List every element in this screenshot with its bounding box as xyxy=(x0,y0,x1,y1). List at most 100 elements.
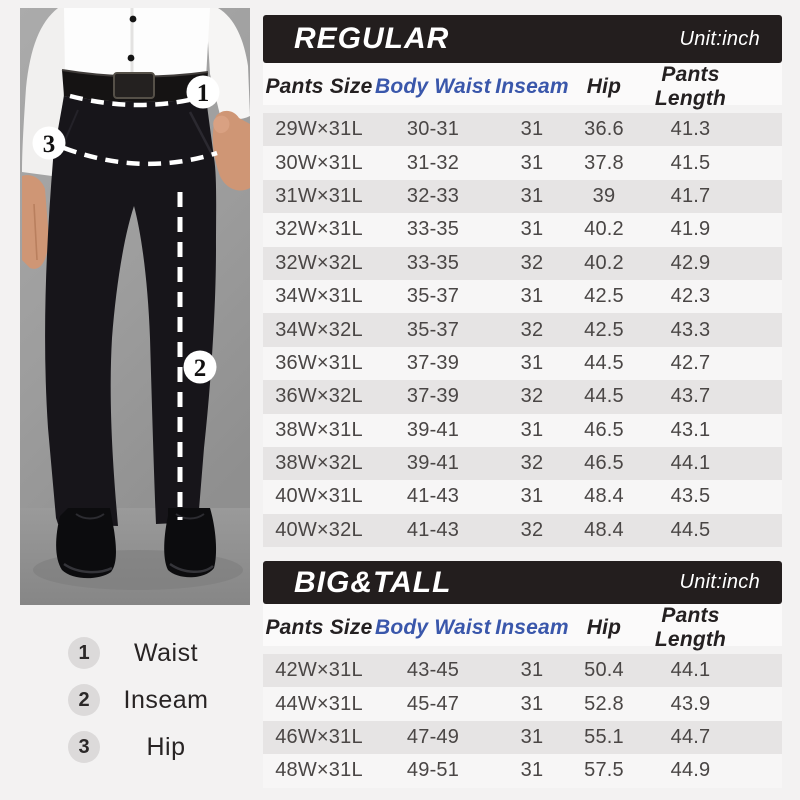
cell-hip: 46.5 xyxy=(584,418,624,441)
cell-inseam: 31 xyxy=(520,759,544,782)
size-row: 29W×31L 30-31 31 36.6 41.3 xyxy=(263,113,782,147)
size-row: 30W×31L 31-32 31 37.8 41.5 xyxy=(263,146,782,180)
regular-size-table: REGULAR Unit:inch Pants Size Body Waist … xyxy=(263,15,782,548)
cell-waist: 43-45 xyxy=(406,659,460,682)
section-title: BIG&TALL xyxy=(294,565,452,599)
cell-length: 42.7 xyxy=(670,351,711,374)
cell-size: 30W×31L xyxy=(275,151,363,174)
legend-item-inseam: 2 Inseam xyxy=(68,684,232,716)
unit-label: Unit:inch xyxy=(679,571,760,593)
legend-label-waist: Waist xyxy=(133,638,199,667)
cell-inseam: 31 xyxy=(520,351,544,374)
cell-waist: 41-43 xyxy=(406,485,460,508)
cell-length: 41.5 xyxy=(670,151,711,174)
cell-length: 44.5 xyxy=(670,518,711,541)
marker-3-hip: 3 xyxy=(32,126,66,160)
cell-hip: 39 xyxy=(592,184,616,207)
cell-size: 38W×31L xyxy=(275,418,363,441)
size-row: 34W×32L 35-37 32 42.5 43.3 xyxy=(263,313,782,347)
cell-hip: 52.8 xyxy=(584,692,624,715)
size-row: 38W×31L 39-41 31 46.5 43.1 xyxy=(263,413,782,447)
cell-size: 29W×31L xyxy=(275,118,363,141)
col-inseam: Inseam xyxy=(495,616,569,639)
legend-item-hip: 3 Hip xyxy=(68,731,232,763)
cell-waist: 37-39 xyxy=(406,351,460,374)
cell-size: 32W×31L xyxy=(275,218,363,241)
cell-size: 34W×31L xyxy=(275,285,363,308)
cell-length: 43.5 xyxy=(670,485,711,508)
cell-waist: 32-33 xyxy=(406,184,460,207)
regular-column-headers: Pants Size Body Waist Inseam Hip Pants L… xyxy=(263,63,782,110)
svg-text:3: 3 xyxy=(43,131,56,158)
regular-rows: 29W×31L 30-31 31 36.6 41.3 30W×31L 31-32… xyxy=(263,113,782,548)
cell-inseam: 32 xyxy=(520,385,544,408)
bigtall-size-table: BIG&TALL Unit:inch Pants Size Body Waist… xyxy=(263,561,782,788)
cell-inseam: 31 xyxy=(520,692,544,715)
cell-inseam: 31 xyxy=(520,485,544,508)
size-row: 42W×31L 43-45 31 50.4 44.1 xyxy=(263,654,782,688)
cell-hip: 57.5 xyxy=(584,759,624,782)
cell-hip: 44.5 xyxy=(584,351,624,374)
cell-hip: 44.5 xyxy=(584,385,624,408)
measurement-legend: 1 Waist 2 Inseam 3 Hip xyxy=(68,637,232,763)
legend-badge-3: 3 xyxy=(68,731,100,763)
cell-inseam: 31 xyxy=(520,285,544,308)
cell-inseam: 31 xyxy=(520,151,544,174)
cell-waist: 33-35 xyxy=(406,218,460,241)
cell-size: 36W×31L xyxy=(275,351,363,374)
cell-size: 46W×31L xyxy=(275,725,363,748)
cell-hip: 50.4 xyxy=(584,659,624,682)
svg-text:2: 2 xyxy=(194,355,207,382)
cell-waist: 37-39 xyxy=(406,385,460,408)
legend-badge-2: 2 xyxy=(68,684,100,716)
pocket-seam xyxy=(188,111,215,157)
cell-waist: 39-41 xyxy=(406,418,460,441)
cell-inseam: 31 xyxy=(520,659,544,682)
cell-waist: 35-37 xyxy=(406,285,460,308)
marker-1-waist: 1 xyxy=(186,75,220,109)
cell-length: 44.1 xyxy=(670,452,711,475)
legend-label-inseam: Inseam xyxy=(123,685,209,714)
size-row: 36W×32L 37-39 32 44.5 43.7 xyxy=(263,380,782,414)
cell-inseam: 31 xyxy=(520,418,544,441)
bigtall-rows: 42W×31L 43-45 31 50.4 44.1 44W×31L 45-47… xyxy=(263,654,782,788)
section-title: REGULAR xyxy=(294,22,450,55)
waist-dashed-line xyxy=(69,93,199,108)
size-row: 44W×31L 45-47 31 52.8 43.9 xyxy=(263,687,782,721)
size-row: 36W×31L 37-39 31 44.5 42.7 xyxy=(263,346,782,381)
hands xyxy=(22,110,250,269)
size-row: 32W×31L 33-35 31 40.2 41.9 xyxy=(263,213,782,247)
belt xyxy=(61,69,209,103)
size-row: 34W×31L 35-37 31 42.5 42.3 xyxy=(263,279,782,314)
size-row: 32W×32L 33-35 32 40.2 42.9 xyxy=(263,246,782,280)
cell-inseam: 31 xyxy=(520,218,544,241)
cell-waist: 47-49 xyxy=(406,725,460,748)
svg-text:1: 1 xyxy=(197,80,210,107)
cell-length: 44.9 xyxy=(670,759,711,782)
cell-length: 41.9 xyxy=(670,218,711,241)
cell-size: 44W×31L xyxy=(275,692,363,715)
cell-size: 48W×31L xyxy=(275,759,363,782)
cell-inseam: 31 xyxy=(520,118,544,141)
col-pants-length: Pants Length xyxy=(654,604,727,651)
cell-size: 40W×32L xyxy=(275,518,363,541)
cell-waist: 39-41 xyxy=(406,452,460,475)
dress-shoes xyxy=(56,508,217,579)
cell-waist: 33-35 xyxy=(406,251,460,274)
cell-size: 36W×32L xyxy=(275,385,363,408)
col-pants-size: Pants Size xyxy=(265,75,373,98)
cell-hip: 42.5 xyxy=(584,285,624,308)
cell-length: 42.9 xyxy=(670,251,711,274)
cell-size: 40W×31L xyxy=(275,485,363,508)
cell-waist: 41-43 xyxy=(406,518,460,541)
cell-length: 41.3 xyxy=(670,118,711,141)
size-row: 46W×31L 47-49 31 55.1 44.7 xyxy=(263,720,782,755)
legend-label-hip: Hip xyxy=(146,732,186,761)
cell-hip: 37.8 xyxy=(584,151,624,174)
cell-inseam: 31 xyxy=(520,184,544,207)
cell-size: 34W×32L xyxy=(275,318,363,341)
cell-waist: 35-37 xyxy=(406,318,460,341)
col-inseam: Inseam xyxy=(495,75,569,98)
cell-inseam: 32 xyxy=(520,452,544,475)
size-row: 40W×32L 41-43 32 48.4 44.5 xyxy=(263,513,782,548)
